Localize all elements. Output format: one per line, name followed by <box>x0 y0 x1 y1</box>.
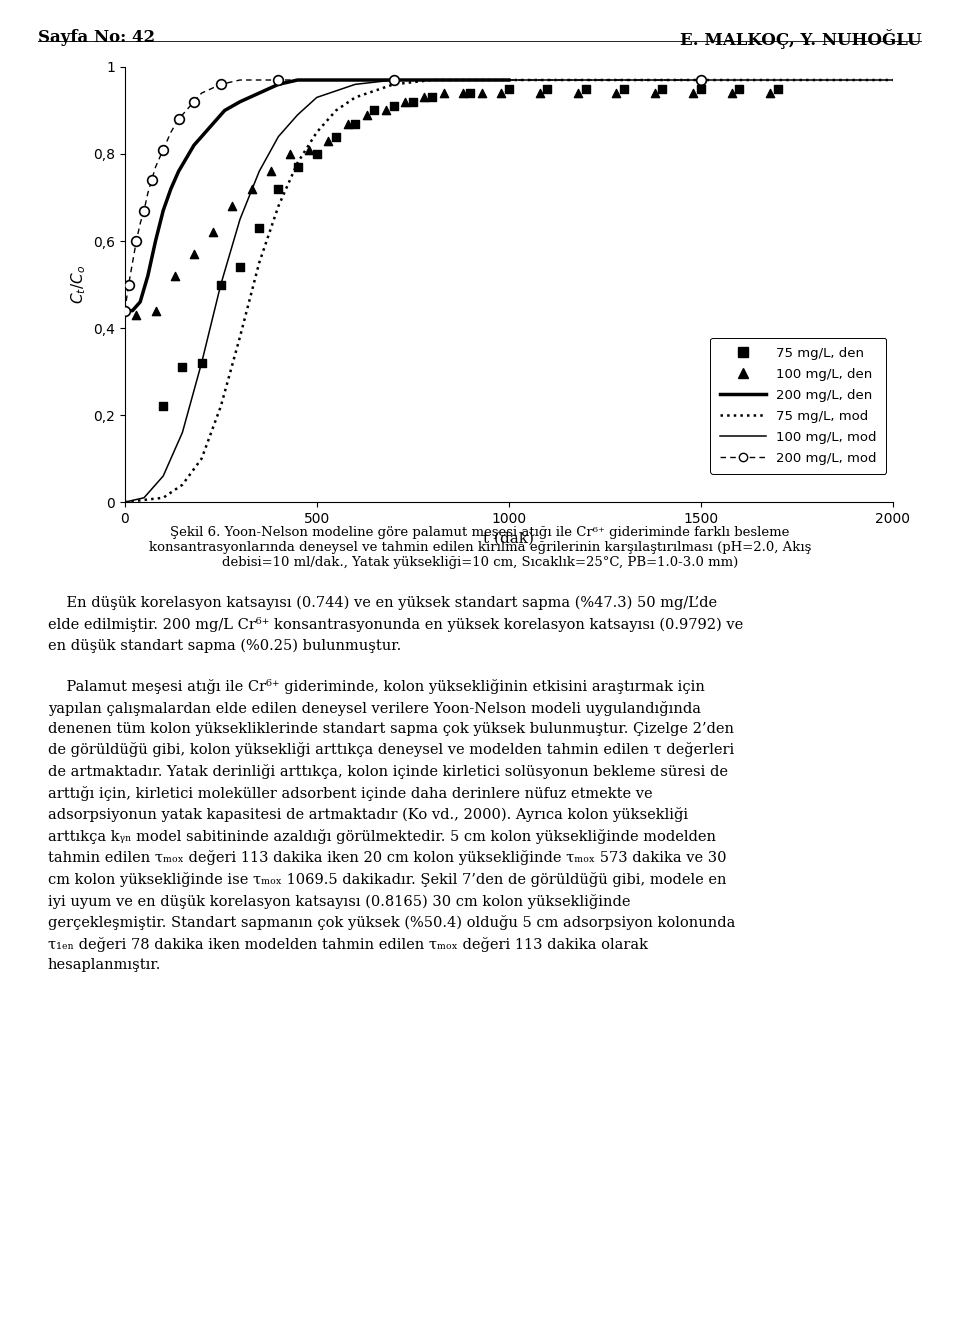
Text: En düşük korelasyon katsayısı (0.744) ve en yüksek standart sapma (%47.3) 50 mg/: En düşük korelasyon katsayısı (0.744) ve… <box>48 596 743 972</box>
Point <box>616 78 632 99</box>
Y-axis label: $C_t/C_o$: $C_t/C_o$ <box>69 265 87 304</box>
Point <box>213 273 228 295</box>
Point <box>194 352 209 374</box>
Point <box>290 157 305 178</box>
Point <box>397 91 413 112</box>
Point <box>129 304 144 325</box>
Point <box>156 396 171 418</box>
Point <box>655 78 670 99</box>
Point <box>321 130 336 151</box>
Point <box>301 139 317 161</box>
Point <box>309 143 324 165</box>
Point <box>647 83 662 104</box>
Point <box>405 91 420 112</box>
Point <box>148 300 163 321</box>
X-axis label: t (dak): t (dak) <box>483 532 535 545</box>
Point <box>436 83 451 104</box>
Point <box>424 87 440 108</box>
Point <box>328 126 344 147</box>
Point <box>340 112 355 134</box>
Point <box>167 265 182 287</box>
Point <box>205 221 221 242</box>
Point <box>282 143 298 165</box>
Point <box>685 83 701 104</box>
Point <box>762 83 778 104</box>
Point <box>463 83 478 104</box>
Text: Şekil 6. Yoon-Nelson modeline göre palamut meşesi atığı ile Cr⁶⁺ gideriminde far: Şekil 6. Yoon-Nelson modeline göre palam… <box>149 526 811 569</box>
Point <box>732 78 747 99</box>
Point <box>474 83 490 104</box>
Point <box>378 99 394 121</box>
Point <box>693 78 708 99</box>
Point <box>263 161 278 182</box>
Legend: 75 mg/L, den, 100 mg/L, den, 200 mg/L, den, 75 mg/L, mod, 100 mg/L, mod, 200 mg/: 75 mg/L, den, 100 mg/L, den, 200 mg/L, d… <box>710 337 886 474</box>
Point <box>501 78 516 99</box>
Point <box>540 78 555 99</box>
Point <box>186 244 202 265</box>
Point <box>609 83 624 104</box>
Text: E. MALKOÇ, Y. NUHOĞLU: E. MALKOÇ, Y. NUHOĞLU <box>680 29 922 50</box>
Point <box>578 78 593 99</box>
Point <box>244 178 259 200</box>
Point <box>455 83 470 104</box>
Point <box>493 83 509 104</box>
Point <box>417 87 432 108</box>
Text: Sayfa No: 42: Sayfa No: 42 <box>38 29 156 47</box>
Point <box>570 83 586 104</box>
Point <box>271 178 286 200</box>
Point <box>724 83 739 104</box>
Point <box>348 112 363 134</box>
Point <box>175 356 190 378</box>
Point <box>532 83 547 104</box>
Point <box>252 217 267 238</box>
Point <box>225 195 240 217</box>
Point <box>232 256 248 277</box>
Point <box>386 95 401 116</box>
Point <box>367 99 382 121</box>
Point <box>359 104 374 126</box>
Point <box>770 78 785 99</box>
